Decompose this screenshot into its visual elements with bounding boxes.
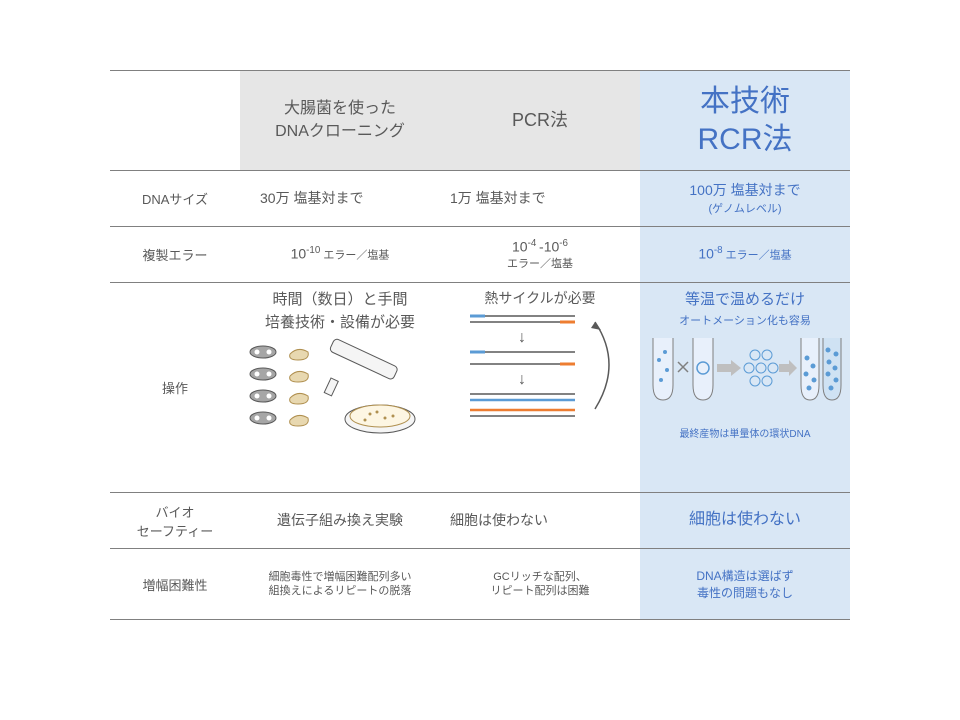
label-dnasize: DNAサイズ	[110, 171, 240, 226]
circular-dna-icon	[744, 350, 778, 386]
pcr-svg: ↓ ↓	[445, 304, 635, 424]
header-ecoli-l2: DNAクローニング	[275, 121, 405, 143]
biosafety-pcr: 細胞は使わない	[440, 493, 640, 548]
header-ecoli-l1: 大腸菌を使った	[284, 98, 396, 120]
pcr-illustration: ↓ ↓	[444, 309, 636, 419]
dnasize-ecoli: 30万 塩基対まで	[240, 171, 440, 226]
row-difficulty: 増幅困難性 細胞毒性で増幅困難配列多い 組換えによるリピートの脱落 GCリッチな…	[110, 548, 850, 620]
error-ecoli: 10-10 エラー／塩基	[240, 227, 440, 282]
error-ecoli-val: 10-10 エラー／塩基	[291, 244, 390, 264]
header-pcr-text: PCR法	[512, 108, 568, 133]
header-ecoli: 大腸菌を使った DNAクローニング	[240, 71, 440, 170]
tube-icon-1	[653, 338, 673, 400]
arrow-right-icon-2	[779, 360, 797, 376]
tube-icon-2	[693, 338, 713, 400]
label-difficulty: 増幅困難性	[110, 549, 240, 619]
header-pcr: PCR法	[440, 71, 640, 170]
header-rcr: 本技術 RCR法	[640, 71, 850, 170]
ecoli-illustration	[244, 334, 436, 444]
dnasize-pcr: 1万 塩基対まで	[440, 171, 640, 226]
thermal-cycle-icon: ↓ ↓	[470, 316, 609, 416]
rcr-svg	[645, 330, 845, 420]
petri-dish-icon	[345, 405, 415, 433]
label-biosafety: バイオ セーフティー	[110, 493, 240, 548]
label-operation: 操作	[110, 283, 240, 492]
label-error: 複製エラー	[110, 227, 240, 282]
difficulty-ecoli: 細胞毒性で増幅困難配列多い 組換えによるリピートの脱落	[240, 549, 440, 619]
header-row: 大腸菌を使った DNAクローニング PCR法 本技術 RCR法	[110, 70, 850, 170]
bacteria-icon	[250, 346, 276, 424]
row-error: 複製エラー 10-10 エラー／塩基 10-4 -10-6 エラー／塩基 10-…	[110, 226, 850, 282]
ecoli-svg	[245, 334, 435, 444]
svg-text:↓: ↓	[518, 329, 526, 346]
dnasize-rcr: 100万 塩基対まで (ゲノムレベル)	[640, 171, 850, 226]
arrow-right-icon-1	[717, 360, 741, 376]
comparison-table: 大腸菌を使った DNAクローニング PCR法 本技術 RCR法 DNAサイズ 3…	[110, 70, 850, 620]
rcr-footnote: 最終産物は単量体の環状DNA	[679, 425, 810, 440]
error-rcr: 10-8 エラー／塩基	[640, 227, 850, 282]
header-rcr-l1: 本技術	[700, 83, 790, 121]
tube-icon-4	[823, 338, 841, 400]
row-biosafety: バイオ セーフティー 遺伝子組み換え実験 細胞は使わない 細胞は使わない	[110, 492, 850, 548]
operation-ecoli: 時間（数日）と手間 培養技術・設備が必要	[240, 283, 440, 492]
biosafety-rcr: 細胞は使わない	[640, 493, 850, 548]
error-rcr-val: 10-8 エラー／塩基	[698, 244, 791, 264]
difficulty-pcr: GCリッチな配列、 リピート配列は困難	[440, 549, 640, 619]
error-pcr: 10-4 -10-6 エラー／塩基	[440, 227, 640, 282]
operation-rcr: 等温で温めるだけ オートメーション化も容易	[640, 283, 850, 492]
operation-rcr-l2: オートメーション化も容易	[679, 312, 811, 328]
tube-icon-3	[801, 338, 819, 400]
operation-pcr: 熱サイクルが必要 ↓	[440, 283, 640, 492]
row-dnasize: DNAサイズ 30万 塩基対まで 1万 塩基対まで 100万 塩基対まで (ゲノ…	[110, 170, 850, 226]
header-rcr-l2: RCR法	[698, 121, 793, 159]
header-blank	[110, 71, 240, 170]
pipette-icon	[324, 338, 398, 396]
colony-icon	[290, 349, 309, 426]
difficulty-rcr: DNA構造は選ばず 毒性の問題もなし	[640, 549, 850, 619]
biosafety-ecoli: 遺伝子組み換え実験	[240, 493, 440, 548]
error-pcr-val: 10-4 -10-6	[512, 237, 568, 257]
svg-text:↓: ↓	[518, 371, 526, 388]
operation-rcr-l1: 等温で温めるだけ	[685, 289, 805, 312]
rcr-illustration	[644, 328, 846, 423]
row-operation: 操作 時間（数日）と手間 培養技術・設備が必要	[110, 282, 850, 492]
operation-ecoli-title: 時間（数日）と手間 培養技術・設備が必要	[265, 289, 415, 334]
x-icon	[678, 362, 688, 372]
